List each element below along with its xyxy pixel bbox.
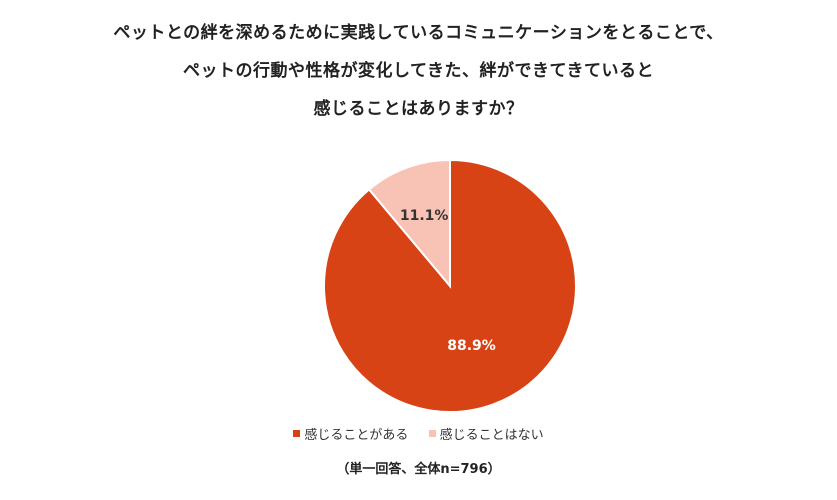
legend-item-aru: 感じることがある [293, 424, 408, 443]
sample-note: （単一回答、全体n=796） [336, 462, 501, 477]
legend-label: 感じることはない [439, 428, 544, 443]
legend-swatch [428, 430, 436, 437]
data-label-0: 88.9% [447, 338, 496, 354]
title-line-2: ペットの行動や性格が変化してきた、絆ができてきていると [183, 61, 654, 81]
pie-slice-1 [367, 158, 451, 289]
title-line-3: 感じることはありますか？ [313, 99, 524, 119]
pie-slices [323, 158, 577, 413]
data-label-1: 11.1% [400, 208, 449, 224]
legend-item-nai: 感じることはない [428, 424, 544, 443]
chart-title: ペットとの絆を深めるために実践しているコミュニケーションをとることで、 ペットの… [0, 14, 837, 128]
title-line-1: ペットとの絆を深めるために実践しているコミュニケーションをとることで、 [113, 23, 724, 43]
pie-data-labels: 88.9% 11.1% [400, 208, 496, 354]
legend-label: 感じることがある [304, 428, 409, 443]
legend-swatch [293, 430, 301, 437]
chart-legend: 感じることがある 感じることはない [0, 424, 837, 443]
